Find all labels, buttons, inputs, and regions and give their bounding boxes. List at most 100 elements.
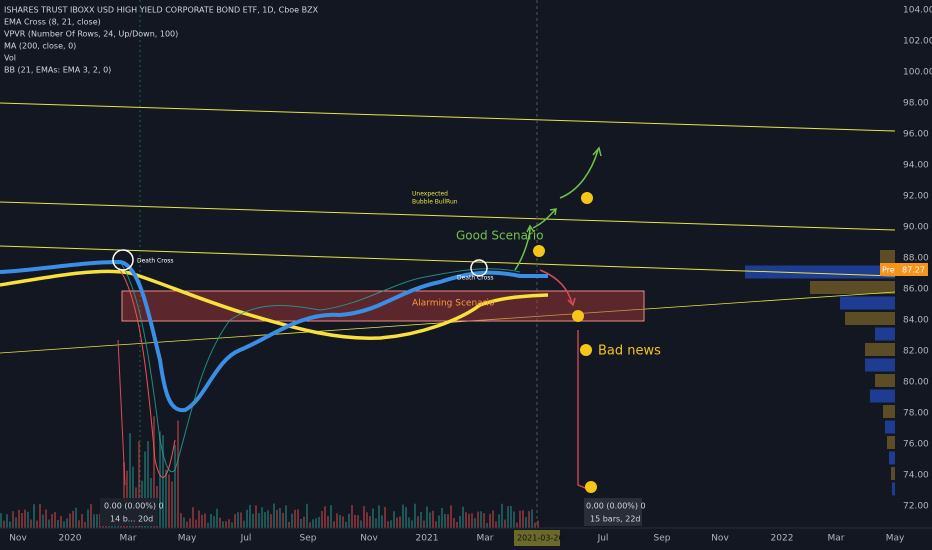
volume-bar xyxy=(234,514,236,528)
volume-bar xyxy=(477,511,479,528)
volume-bar xyxy=(195,519,197,528)
volume-bar xyxy=(171,481,173,528)
price-axis-labels: 104.00 102.00 100.00 98.00 96.00 94.00 92.00 90… xyxy=(903,6,932,512)
volume-bar xyxy=(75,507,77,528)
time-label: Nov xyxy=(360,534,378,544)
stats-box xyxy=(100,498,158,526)
cross-marker xyxy=(112,249,134,271)
arrow xyxy=(514,224,535,271)
legend-line: Vol xyxy=(4,54,16,63)
time-label: Mar xyxy=(477,534,494,544)
volume xyxy=(0,416,539,528)
price-label: 80.00 xyxy=(903,378,929,388)
annotation: Bubble BullRun xyxy=(412,199,458,206)
volume-bar xyxy=(240,512,242,528)
volume-bar xyxy=(210,513,212,528)
volume-bar xyxy=(225,521,227,528)
vpvr-row xyxy=(845,312,895,325)
alarming-zone xyxy=(121,290,645,322)
volume-bar xyxy=(441,507,443,528)
annotation: Unexpected xyxy=(412,191,448,198)
volume-bar xyxy=(219,517,221,528)
volume-bar xyxy=(306,503,308,528)
volume-bar xyxy=(486,522,488,528)
price-label: 86.00 xyxy=(903,285,929,295)
volume-bar xyxy=(18,509,20,528)
vpvr-row xyxy=(865,358,895,372)
volume-bar xyxy=(84,522,86,528)
volume-bar xyxy=(33,504,35,528)
volume-bar xyxy=(414,503,416,528)
crosshair-label: 2021-03-26 xyxy=(517,534,564,543)
volume-bar xyxy=(312,519,314,528)
emoji xyxy=(533,245,545,257)
trend-line xyxy=(0,201,896,231)
volume-bar xyxy=(396,517,398,528)
stats-text: 0.00 (0.00%) 0 xyxy=(586,502,646,511)
volume-bar xyxy=(342,516,344,528)
volume-bar xyxy=(417,516,419,528)
volume-bar xyxy=(354,514,356,528)
volume-bar xyxy=(12,511,14,528)
price-label: 90.00 xyxy=(903,223,929,233)
volume-bar xyxy=(87,509,89,528)
volume-bar xyxy=(324,506,326,528)
volume-bar xyxy=(393,511,395,528)
volume-bar xyxy=(498,514,500,528)
volume-bar xyxy=(138,441,140,528)
volume-bar xyxy=(489,513,491,528)
volume-bar xyxy=(69,513,71,528)
legend-line: MA (200, close, 0) xyxy=(4,42,76,51)
volume-bar xyxy=(537,520,539,528)
volume-bar xyxy=(231,522,233,528)
volume-bar xyxy=(165,469,167,528)
legend-line: BB (21, EMAs: EMA 3, 2, 0) xyxy=(4,66,111,75)
volume-bar xyxy=(474,518,476,528)
volume-bar xyxy=(201,514,203,528)
volume-bar xyxy=(237,512,239,528)
volume-bar xyxy=(15,517,17,528)
price-tag-label: Pre xyxy=(882,266,895,275)
volume-bar xyxy=(420,511,422,528)
vpvr-row xyxy=(892,482,895,496)
legend-line: ISHARES TRUST IBOXX USD HIGH YIELD CORPO… xyxy=(4,6,319,15)
volume-bar xyxy=(174,445,176,528)
volume-bar xyxy=(255,505,257,528)
volume-bar xyxy=(198,510,200,528)
price-label: 98.00 xyxy=(903,99,929,109)
volume-bar xyxy=(288,521,290,528)
volume-bar xyxy=(390,520,392,528)
volume-bar xyxy=(483,513,485,528)
volume-bar xyxy=(495,521,497,528)
ema-line xyxy=(0,259,548,413)
price-label: 84.00 xyxy=(903,316,929,326)
vpvr-row xyxy=(745,265,895,279)
volume-bar xyxy=(243,520,245,528)
volume-bar xyxy=(147,441,149,528)
volume-bar xyxy=(129,433,131,528)
cross-marker xyxy=(470,259,488,277)
volume-bar xyxy=(369,516,371,528)
time-label: May xyxy=(886,534,905,544)
volume-bar xyxy=(261,507,263,528)
arrow xyxy=(117,339,126,486)
volume-bar xyxy=(456,521,458,528)
time-label: Nov xyxy=(711,534,729,544)
volume-bar xyxy=(246,509,248,528)
time-label: 2022 xyxy=(771,534,794,544)
arrow xyxy=(532,208,557,229)
volume-bar xyxy=(123,462,125,528)
volume-bar xyxy=(48,519,50,528)
volume-bar xyxy=(207,522,209,528)
time-label: May xyxy=(178,534,197,544)
volume-bar xyxy=(183,517,185,528)
volume-bar xyxy=(294,509,296,528)
price-tag xyxy=(880,263,898,276)
time-label: Jul xyxy=(240,534,252,544)
volume-bar xyxy=(510,506,512,528)
volume-bar xyxy=(504,519,506,528)
volume-bar xyxy=(90,503,92,528)
ma-line xyxy=(0,269,549,341)
volume-bar xyxy=(21,513,23,528)
